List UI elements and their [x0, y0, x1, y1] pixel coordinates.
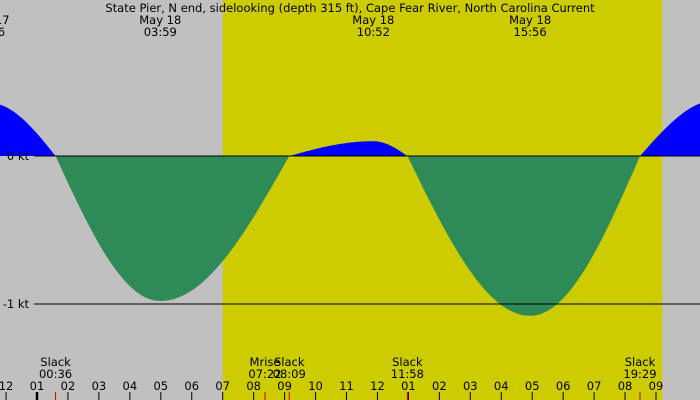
top-event-time: 03:59: [144, 25, 177, 39]
x-tick-label: 09: [277, 379, 292, 393]
x-tick-label: 02: [61, 379, 76, 393]
x-tick-label: 08: [618, 379, 633, 393]
bottom-event-label: Slack: [392, 355, 423, 369]
x-tick-label: 09: [649, 379, 664, 393]
bottom-event-label: Slack: [274, 355, 305, 369]
x-tick-label: 07: [587, 379, 602, 393]
top-event-date: May 18: [352, 13, 394, 27]
top-event-date: May 18: [509, 13, 551, 27]
y-tick-label: 0 kt: [7, 149, 30, 163]
top-event-time: 10:52: [357, 25, 390, 39]
chart-title: State Pier, N end, sidelooking (depth 31…: [105, 1, 595, 15]
x-tick-label: 05: [525, 379, 540, 393]
bottom-event-time: 07:22: [248, 367, 281, 381]
flood-current-area: [0, 103, 700, 156]
bottom-event-time: 11:58: [391, 367, 424, 381]
top-event-time: 22:26: [0, 25, 5, 39]
bottom-event-label: Slack: [625, 355, 656, 369]
x-tick-label: 10: [308, 379, 323, 393]
x-tick-label: 01: [30, 379, 45, 393]
x-tick-label: 07: [215, 379, 230, 393]
top-event-date: May 18: [139, 13, 181, 27]
x-axis: 1112010203040506070809101112010203040506…: [0, 379, 663, 400]
bottom-event-label: Slack: [40, 355, 71, 369]
x-tick-label: 04: [123, 379, 138, 393]
ebb-current-area: [0, 156, 700, 316]
x-tick-label: 02: [432, 379, 447, 393]
x-tick-label: 08: [246, 379, 261, 393]
x-tick-label: 06: [556, 379, 571, 393]
x-tick-label: 05: [153, 379, 168, 393]
x-tick-label: 12: [370, 379, 385, 393]
x-tick-label: 01: [401, 379, 416, 393]
y-tick-label: -1 kt: [3, 297, 30, 311]
bottom-event-time: 19:29: [623, 367, 656, 381]
x-tick-label: 11: [339, 379, 354, 393]
x-tick-label: 04: [494, 379, 509, 393]
top-event-time: 15:56: [514, 25, 547, 39]
top-event-date: May 17: [0, 13, 10, 27]
gridlines: [34, 155, 700, 305]
bottom-event-label: Mrise: [250, 355, 281, 369]
x-tick-label: 12: [0, 379, 13, 393]
x-tick-label: 03: [463, 379, 478, 393]
bottom-event-time: 08:09: [273, 367, 306, 381]
bottom-event-time: 00:36: [39, 367, 72, 381]
x-tick-label: 06: [184, 379, 199, 393]
bottom-event-labels: Slack00:36Mrise07:22Slack08:09Slack11:58…: [39, 355, 657, 400]
y-tick-labels: 0 kt -1 kt: [3, 149, 30, 311]
x-tick-label: 03: [92, 379, 107, 393]
